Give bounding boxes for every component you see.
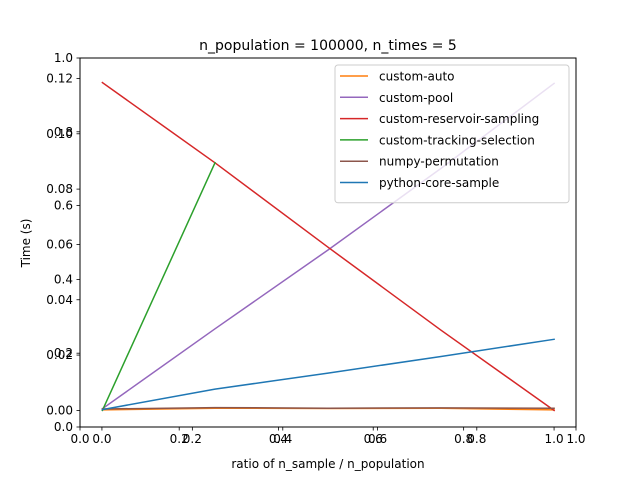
x-tick-label: 1.0: [545, 432, 564, 446]
y-tick-label: 0.00: [46, 403, 73, 417]
x-axis-label: ratio of n_sample / n_population: [231, 457, 424, 471]
legend-box: [334, 64, 570, 204]
legend-label-custom-auto: custom-auto: [379, 70, 455, 84]
frame-y-tick-label: 0.0: [54, 420, 73, 434]
axes-frame: [79, 57, 577, 428]
series-line-custom-tracking-selection: [101, 161, 216, 412]
x-tick-label: 0.6: [364, 432, 383, 446]
frame-x-tick-label: 1.0: [566, 432, 585, 446]
series-line-custom-reservoir-sampling: [101, 81, 556, 412]
frame-x-tick-label: 0.0: [70, 432, 89, 446]
plot-area: [101, 81, 556, 412]
legend: custom-auto custom-pool custom-reservoir-s…: [334, 64, 570, 204]
y-tick-label: 0.04: [46, 293, 73, 307]
axis-ticks: 0.0 0.2 0.4 0.6 0.8 1.0 0.00 0.02 0.04 0.06 0.08 0.…: [46, 51, 585, 446]
frame-y-tick-label: 0.6: [54, 199, 73, 213]
legend-label-custom-reservoir-sampling: custom-reservoir-sampling: [379, 112, 539, 126]
frame-x-tick-label: 0.2: [170, 432, 189, 446]
series-line-numpy-permutation: [101, 406, 555, 410]
legend-label-custom-tracking-selection: custom-tracking-selection: [379, 133, 535, 147]
frame-y-tick-label: 0.4: [54, 272, 73, 286]
x-tick-label: 0.0: [92, 432, 111, 446]
y-tick-label: 0.08: [46, 182, 73, 196]
frame-y-tick-label: 0.8: [54, 125, 73, 139]
legend-label-numpy-permutation: numpy-permutation: [379, 155, 499, 169]
y-tick-label: 0.12: [46, 71, 73, 85]
frame-x-tick-label: 0.4: [269, 432, 288, 446]
frame-y-tick-label: 0.2: [54, 346, 73, 360]
frame-x-tick-label: 0.6: [368, 432, 387, 446]
y-axis-label: Time (s): [19, 219, 33, 269]
y-tick-label: 0.10: [46, 127, 73, 141]
y-tick-label: 0.02: [46, 348, 73, 362]
legend-label-python-core-sample: python-core-sample: [379, 176, 499, 190]
series-line-python-core-sample: [101, 338, 555, 411]
legend-label-custom-pool: custom-pool: [379, 91, 453, 105]
chart-title: n_population = 100000, n_times = 5: [199, 38, 457, 54]
x-tick-label: 0.8: [454, 432, 473, 446]
x-tick-label: 0.2: [183, 432, 202, 446]
frame-x-tick-label: 0.8: [467, 432, 486, 446]
frame-y-tick-label: 1.0: [54, 51, 73, 65]
y-tick-label: 0.06: [46, 237, 73, 251]
x-tick-label: 0.4: [273, 432, 292, 446]
